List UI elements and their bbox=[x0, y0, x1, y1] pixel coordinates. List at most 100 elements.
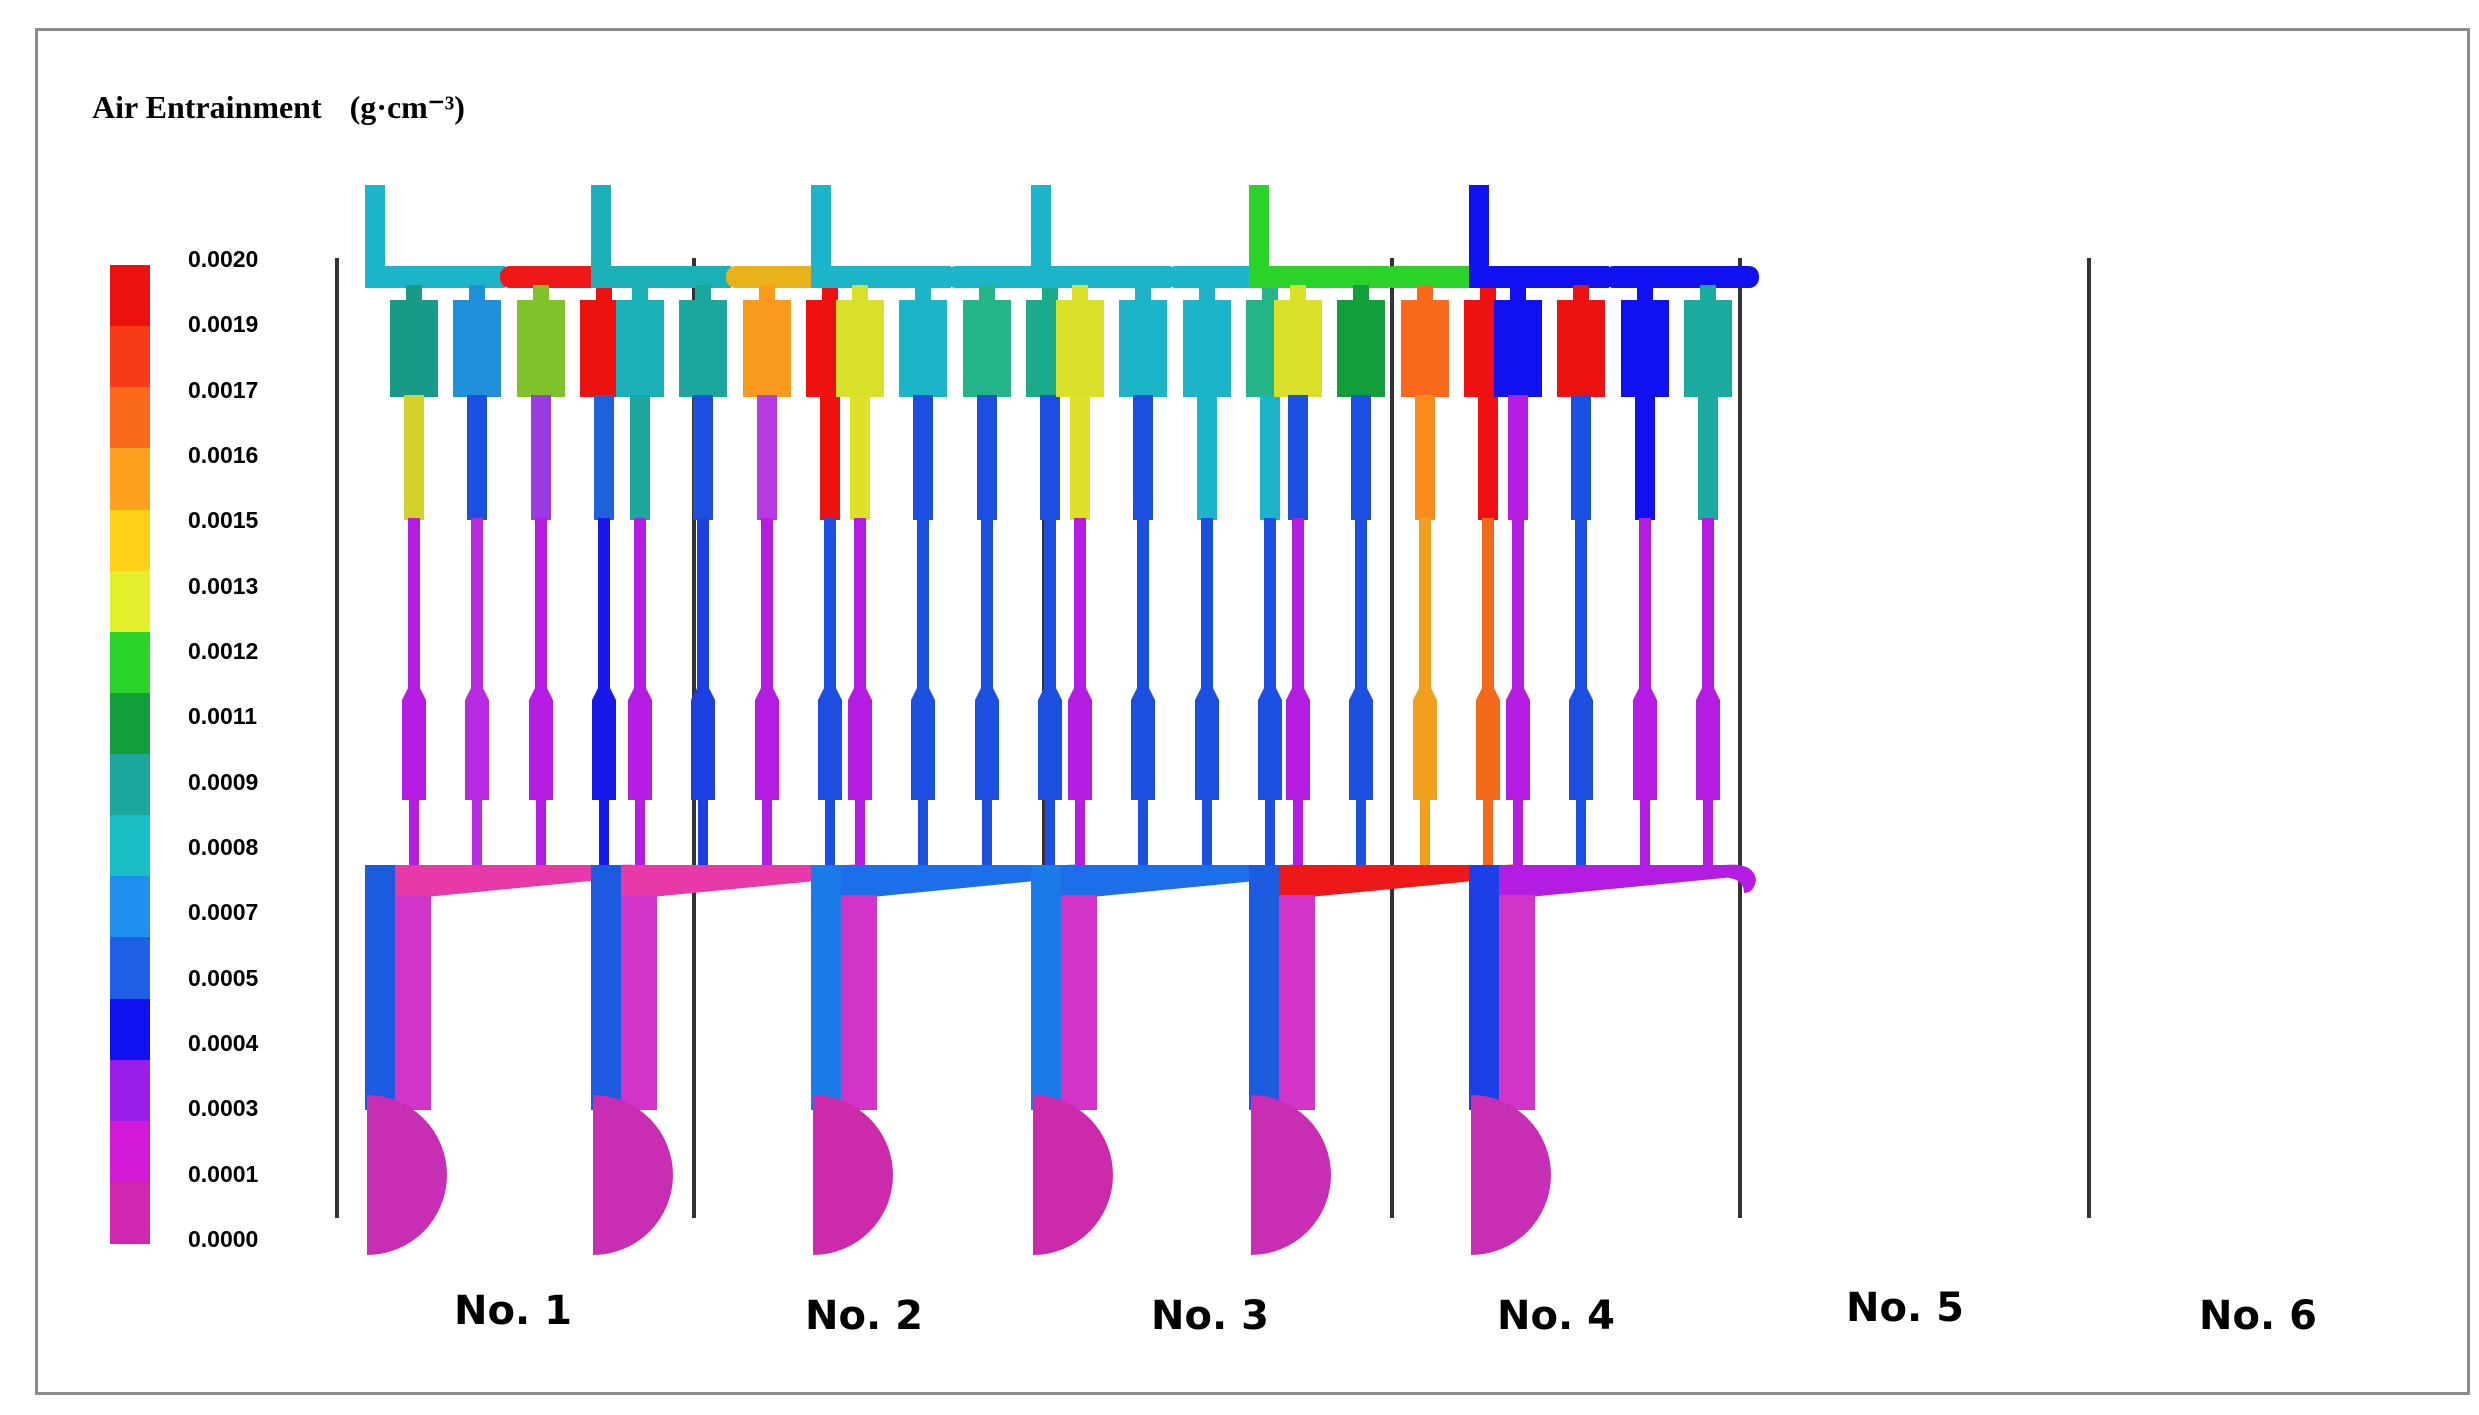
head-block bbox=[1337, 300, 1385, 397]
grip-section bbox=[628, 688, 652, 800]
grip-section bbox=[1068, 688, 1092, 800]
grip-section bbox=[911, 688, 935, 800]
panel-separator bbox=[1390, 258, 1394, 1218]
colorbar-tick-label: 0.0015 bbox=[188, 507, 259, 534]
rod bbox=[761, 518, 773, 688]
head-block bbox=[963, 300, 1011, 397]
head-block bbox=[1494, 300, 1542, 397]
rod bbox=[1292, 518, 1304, 688]
leg bbox=[918, 798, 928, 870]
rod bbox=[1044, 518, 1056, 688]
grip-section bbox=[1633, 688, 1657, 800]
down-sprue bbox=[1031, 865, 1061, 1110]
gate-runner bbox=[1031, 865, 1296, 900]
down-sprue-flank bbox=[395, 895, 431, 1110]
leg bbox=[1202, 798, 1212, 870]
panel-label: No. 4 bbox=[1497, 1293, 1615, 1339]
gate-runner bbox=[591, 865, 856, 900]
leg bbox=[1703, 798, 1713, 870]
leg bbox=[762, 798, 772, 870]
colorbar-swatch bbox=[110, 754, 150, 817]
colorbar-swatch bbox=[110, 876, 150, 939]
head-block bbox=[1274, 300, 1322, 397]
sprue bbox=[591, 185, 611, 285]
down-sprue-flank bbox=[1061, 895, 1097, 1110]
rod bbox=[1201, 518, 1213, 688]
down-sprue bbox=[1249, 865, 1279, 1110]
colorbar-swatch bbox=[110, 1059, 150, 1122]
rod bbox=[1512, 518, 1524, 688]
colorbar-swatch bbox=[110, 326, 150, 389]
upper-shaft bbox=[693, 395, 713, 520]
panel-separator bbox=[2087, 258, 2091, 1218]
grip-section bbox=[1258, 688, 1282, 800]
grip-section bbox=[1696, 688, 1720, 800]
leg bbox=[1483, 798, 1493, 870]
upper-shaft bbox=[757, 395, 777, 520]
rod bbox=[1074, 518, 1086, 688]
rod bbox=[1575, 518, 1587, 688]
rod bbox=[917, 518, 929, 688]
runner-left bbox=[365, 266, 505, 288]
leg bbox=[698, 798, 708, 870]
grip-section bbox=[755, 688, 779, 800]
colorbar-tick-label: 0.0012 bbox=[188, 638, 259, 664]
leg bbox=[1356, 798, 1366, 870]
colorbar-swatch bbox=[110, 692, 150, 755]
upper-shaft bbox=[1260, 395, 1280, 520]
head-block bbox=[1056, 300, 1104, 397]
upper-shaft bbox=[1070, 395, 1090, 520]
grip-section bbox=[402, 688, 426, 800]
sprue bbox=[365, 185, 385, 285]
colorbar-tick-label: 0.0019 bbox=[188, 311, 259, 338]
head-block bbox=[1119, 300, 1167, 397]
rod bbox=[1702, 518, 1714, 688]
head-block bbox=[616, 300, 664, 397]
colorbar-swatch bbox=[110, 937, 150, 1000]
grip-section bbox=[1038, 688, 1062, 800]
down-sprue-flank bbox=[841, 895, 877, 1110]
rod bbox=[1355, 518, 1367, 688]
head-block bbox=[453, 300, 501, 397]
grip-section bbox=[975, 688, 999, 800]
leg bbox=[825, 798, 835, 870]
grip-section bbox=[1131, 688, 1155, 800]
leg bbox=[536, 798, 546, 870]
colorbar-tick-label: 0.0004 bbox=[188, 1030, 259, 1056]
leg bbox=[982, 798, 992, 870]
colorbar-title: Air Entrainment (g·cm⁻³) bbox=[92, 88, 465, 126]
head-block bbox=[1684, 300, 1732, 397]
colorbar-tick-label: 0.0017 bbox=[188, 376, 259, 403]
sprue bbox=[811, 185, 831, 285]
rod bbox=[1264, 518, 1276, 688]
upper-shaft bbox=[404, 395, 424, 520]
rod bbox=[535, 518, 547, 688]
rod bbox=[408, 518, 420, 688]
grip-section bbox=[1413, 688, 1437, 800]
colorbar bbox=[110, 265, 150, 1244]
grip-section bbox=[1506, 688, 1530, 800]
unit-text: (g·cm⁻³) bbox=[349, 89, 465, 125]
rod bbox=[1639, 518, 1651, 688]
rod bbox=[634, 518, 646, 688]
upper-shaft bbox=[913, 395, 933, 520]
upper-shaft bbox=[977, 395, 997, 520]
upper-shaft bbox=[1288, 395, 1308, 520]
colorbar-tick-label: 0.0007 bbox=[188, 899, 259, 926]
rod bbox=[854, 518, 866, 688]
upper-shaft bbox=[467, 395, 487, 520]
gate-runner bbox=[1249, 865, 1514, 900]
leg bbox=[1640, 798, 1650, 870]
leg bbox=[855, 798, 865, 870]
colorbar-swatch bbox=[110, 570, 150, 633]
leg bbox=[1576, 798, 1586, 870]
rod bbox=[471, 518, 483, 688]
gate-runner bbox=[365, 865, 630, 900]
grip-section bbox=[465, 688, 489, 800]
head-block bbox=[836, 300, 884, 397]
upper-shaft bbox=[850, 395, 870, 520]
grip-section bbox=[1349, 688, 1373, 800]
down-sprue-flank bbox=[621, 895, 657, 1110]
gate-runner bbox=[1469, 865, 1734, 900]
